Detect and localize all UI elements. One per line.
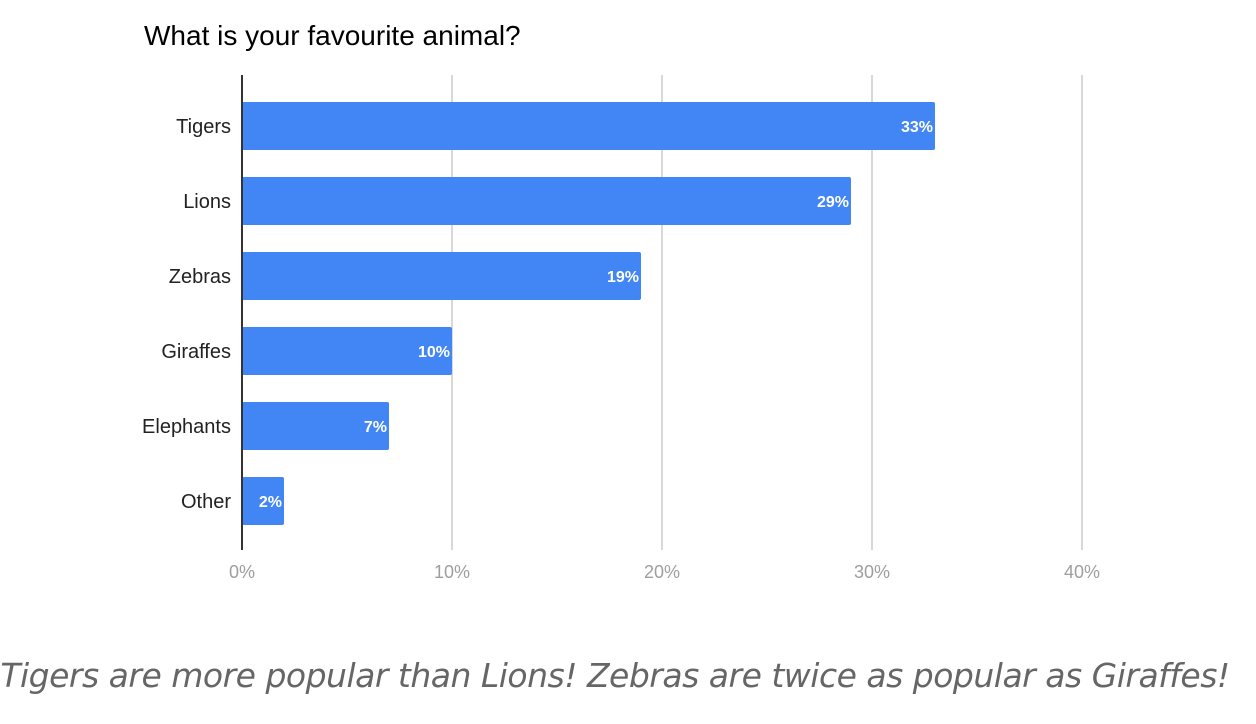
category-label: Other <box>181 491 231 513</box>
bar <box>242 102 935 150</box>
data-label: 10% <box>418 344 450 361</box>
data-labels: 33% 29% 19% 10% 7% 2% <box>259 119 933 511</box>
category-labels: Tigers Lions Zebras Giraffes Elephants Other <box>142 116 231 513</box>
data-label: 29% <box>817 194 849 211</box>
chart-title: What is your favourite animal? <box>144 20 521 51</box>
x-tick-label: 30% <box>854 562 890 582</box>
category-label: Zebras <box>169 266 231 288</box>
bar <box>242 252 641 300</box>
data-label: 2% <box>259 494 282 511</box>
x-tick-labels: 0% 10% 20% 30% 40% <box>229 562 1100 582</box>
category-label: Elephants <box>142 416 231 438</box>
data-label: 33% <box>901 119 933 136</box>
category-label: Lions <box>183 191 231 213</box>
category-label: Tigers <box>176 116 231 138</box>
x-tick-label: 40% <box>1064 562 1100 582</box>
data-label: 19% <box>607 269 639 286</box>
grid-lines <box>451 75 1083 550</box>
caption: Tigers are more popular than Lions! Zebr… <box>0 656 1230 695</box>
data-label: 7% <box>364 419 387 436</box>
bar <box>242 177 851 225</box>
bar <box>242 327 452 375</box>
x-tick-label: 10% <box>434 562 470 582</box>
bar <box>242 402 389 450</box>
bars <box>242 102 935 525</box>
category-label: Giraffes <box>161 341 231 363</box>
bar <box>242 477 284 525</box>
x-tick-label: 20% <box>644 562 680 582</box>
x-tick-label: 0% <box>229 562 255 582</box>
